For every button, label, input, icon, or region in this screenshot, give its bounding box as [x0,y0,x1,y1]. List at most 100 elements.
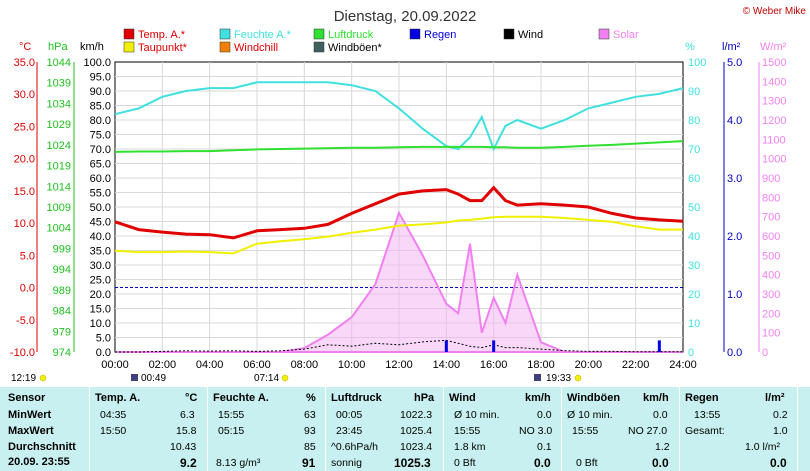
tick-label-rain: 5.0 [727,57,742,69]
press-min-time: 00:05 [336,409,363,421]
tick-label-temp: 10.0 [14,218,35,230]
tick-label-press: 1029 [47,119,71,131]
tick-label-solar: 1500 [762,57,786,69]
tick-label-solar: 500 [762,250,780,262]
tick-label-solar: 600 [762,231,780,243]
tick-label-hum: 100 [688,57,706,69]
series-temperature [114,185,684,240]
tick-label-hum: 50 [688,202,700,214]
wind-max-time: 15:55 [454,425,481,437]
press-header: Luftdruck [331,392,382,404]
rain-rate-value: 1.0 l/m² [745,441,781,453]
tick-label-wind: 10.0 [90,318,111,330]
press-min-value: 1022.3 [400,409,433,421]
time-tick-label: 04:00 [196,359,224,371]
sunrise-icon [281,374,289,382]
temp-min-value: 6.3 [180,409,195,421]
time-tick-label: 14:00 [433,359,461,371]
tick-label-hum: 40 [688,231,700,243]
rain-bar [657,340,661,352]
hum-unit: % [685,41,695,53]
rain-header: Regen [685,392,719,404]
tick-label-hum: 30 [688,260,700,272]
tick-label-temp: 15.0 [14,186,35,198]
gust-max-value: NO 27.0 [628,425,668,437]
hum-header-unit: % [306,392,316,404]
legend-label: Feuchte A.* [234,29,292,41]
press-forecast: sonnig [331,457,362,469]
copyright-label: © Weber Mike [743,6,807,17]
tick-label-temp: 20.0 [14,154,35,166]
time-tick-label: 24:00 [669,359,697,371]
legend-label: Windchill [234,42,278,54]
rain-current-value: 0.0 [770,456,787,470]
tick-label-press: 974 [53,347,71,359]
gust-avg10-value: 0.0 [653,409,668,421]
row-label-min: MinWert [8,409,52,421]
moonrise-label: 00:49 [141,373,166,384]
series-dewpoint [114,215,683,255]
gust-header-unit: km/h [643,392,669,404]
wind-avg-value: 0.1 [537,441,552,453]
gust-bft: 0 Bft [576,457,598,469]
temp-avg-value: 10.43 [170,441,197,453]
press-header-unit: hPa [414,392,435,404]
legend-label: Temp. A.* [138,29,186,41]
hum-min-value: 63 [304,409,316,421]
tick-label-wind: 70.0 [90,144,111,156]
tick-label-solar: 400 [762,270,780,282]
rain-max-time: 13:55 [694,409,721,421]
solar-unit: W/m² [760,41,787,53]
tick-label-temp: 0.0 [20,283,35,295]
legend-swatch [123,41,135,53]
tick-label-solar: 100 [762,328,780,340]
tick-label-wind: 0.0 [96,347,111,359]
press-unit: hPa [48,41,68,53]
tick-label-hum: 70 [688,144,700,156]
tick-label-solar: 800 [762,192,780,204]
legend-label: Wind [518,29,543,41]
wind-distance: 1.8 km [454,441,486,453]
tick-label-hum: 90 [688,86,700,98]
press-current-value: 1025.3 [394,456,431,470]
tick-label-hum: 0 [688,347,694,359]
hum-header: Feuchte A. [213,392,269,404]
legend-swatch [313,41,325,53]
tick-label-wind: 60.0 [90,173,111,185]
tick-label-wind: 25.0 [90,275,111,287]
tick-label-temp: 30.0 [14,89,35,101]
sun-moon-times: 12:19 00:49 07:14 19:33 [11,373,582,384]
series-humidity [114,81,684,152]
tick-label-rain: 0.0 [727,347,742,359]
tick-label-press: 1044 [47,57,71,69]
tick-label-press: 1004 [47,223,71,235]
tick-label-press: 989 [53,285,71,297]
wind-bft: 0 Bft [454,457,476,469]
tick-label-wind: 75.0 [90,130,111,142]
tick-label-press: 1034 [47,98,71,110]
tick-label-wind: 65.0 [90,159,111,171]
time-tick-label: 10:00 [338,359,366,371]
rain-max-value: 0.2 [773,409,788,421]
tick-label-solar: 200 [762,308,780,320]
chart-legend: Temp. A.* Feuchte A.* Luftdruck Regen Wind So… [123,28,639,54]
tick-label-temp: -5.0 [16,315,35,327]
wind-current-value: 0.0 [534,456,551,470]
tick-label-solar: 1300 [762,96,786,108]
tick-label-solar: 300 [762,289,780,301]
wind-avg10-label: Ø 10 min. [454,409,500,421]
row-label-avg: Durchschnitt [8,441,76,453]
tick-label-wind: 55.0 [90,188,111,200]
tick-label-hum: 80 [688,115,700,127]
press-avg-value: 1023.4 [400,441,433,453]
tick-label-temp: -10.0 [10,347,35,359]
moon-icon [131,374,138,381]
wind-max-value: NO 3.0 [519,425,553,437]
temp-max-value: 15.8 [176,425,197,437]
tick-label-hum: 60 [688,173,700,185]
legend-swatch [409,28,421,40]
gust-avg10-label: Ø 10 min. [567,409,613,421]
tick-label-wind: 40.0 [90,231,111,243]
row-label-max: MaxWert [8,425,54,437]
gust-max-time: 15:55 [572,425,599,437]
